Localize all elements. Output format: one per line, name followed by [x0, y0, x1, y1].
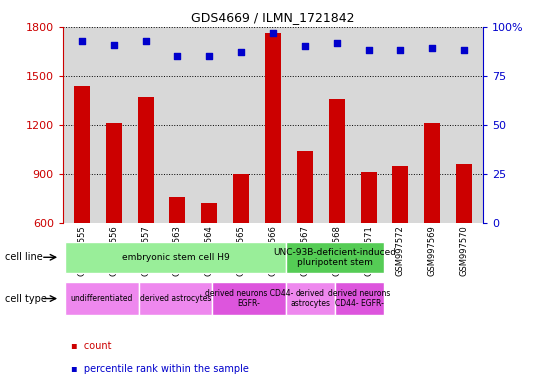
Point — [78, 38, 86, 44]
Point — [109, 41, 118, 48]
Bar — [139, 282, 212, 315]
Bar — [393, 166, 408, 321]
Bar — [297, 151, 313, 321]
Bar — [201, 203, 217, 321]
Bar — [456, 164, 472, 321]
Text: cell type: cell type — [5, 293, 48, 304]
Bar — [286, 282, 335, 315]
Bar — [212, 282, 286, 315]
Bar — [335, 282, 384, 315]
Point — [141, 38, 150, 44]
Text: derived
astrocytes: derived astrocytes — [290, 289, 330, 308]
Text: UNC-93B-deficient-induced
pluripotent stem: UNC-93B-deficient-induced pluripotent st… — [274, 248, 396, 267]
Title: GDS4669 / ILMN_1721842: GDS4669 / ILMN_1721842 — [191, 11, 355, 24]
Point — [333, 40, 341, 46]
Bar — [169, 197, 186, 321]
Text: ▪  count: ▪ count — [71, 341, 111, 351]
Point — [173, 53, 182, 59]
Text: derived neurons CD44-
EGFR-: derived neurons CD44- EGFR- — [205, 289, 293, 308]
Text: embryonic stem cell H9: embryonic stem cell H9 — [122, 253, 229, 262]
Bar — [233, 174, 249, 321]
Bar — [106, 123, 122, 321]
Bar — [360, 172, 377, 321]
Text: undifferentiated: undifferentiated — [71, 294, 133, 303]
Bar — [65, 282, 139, 315]
Point — [205, 53, 213, 59]
Point — [237, 49, 246, 55]
Bar — [138, 97, 153, 321]
Bar — [329, 99, 345, 321]
Point — [460, 47, 468, 53]
Bar — [286, 242, 384, 273]
Text: ▪  percentile rank within the sample: ▪ percentile rank within the sample — [71, 364, 249, 374]
Point — [428, 45, 437, 51]
Text: derived neurons
CD44- EGFR-: derived neurons CD44- EGFR- — [328, 289, 391, 308]
Point — [364, 47, 373, 53]
Point — [269, 30, 277, 36]
Text: derived astrocytes: derived astrocytes — [140, 294, 211, 303]
Bar — [424, 123, 440, 321]
Text: cell line: cell line — [5, 252, 43, 262]
Point — [300, 43, 309, 50]
Point — [396, 47, 405, 53]
Bar — [74, 86, 90, 321]
Bar — [65, 242, 286, 273]
Bar — [265, 33, 281, 321]
